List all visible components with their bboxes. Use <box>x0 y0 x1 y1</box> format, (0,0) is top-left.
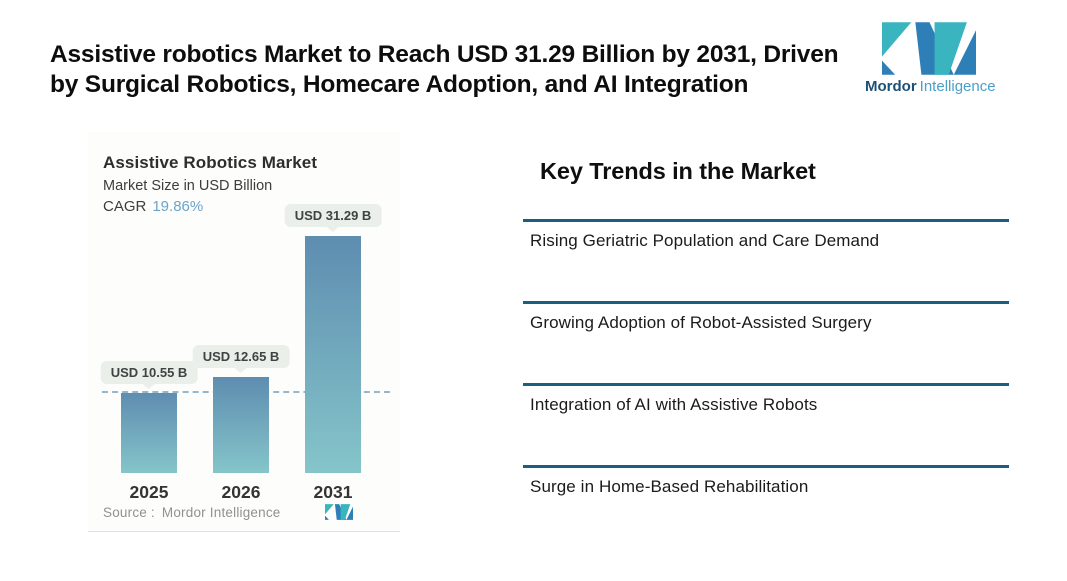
source-value: Mordor Intelligence <box>161 505 281 520</box>
x-axis-label-2031: 2031 <box>313 482 353 502</box>
trend-item-3: Integration of AI with Assistive Robots <box>523 383 1009 465</box>
trends-list: Rising Geriatric Population and Care Dem… <box>523 219 1009 497</box>
callout-pointer-icon <box>327 227 339 232</box>
trend-item-label: Surge in Home-Based Rehabilitation <box>530 477 809 496</box>
page-title-line2: by Surgical Robotics, Homecare Adoption,… <box>50 71 749 98</box>
brand-name-bold: Mordor <box>865 78 917 95</box>
trend-item-4: Surge in Home-Based Rehabilitation <box>523 465 1009 497</box>
trend-item-2: Growing Adoption of Robot-Assisted Surge… <box>523 301 1009 383</box>
bar-value-callout-2025: USD 10.55 B <box>100 361 198 389</box>
bar-2026 <box>213 377 269 473</box>
trend-item-1: Rising Geriatric Population and Care Dem… <box>523 219 1009 301</box>
bar-value-callout-2031: USD 31.29 B <box>284 204 382 232</box>
page-title: Assistive robotics Market to Reach USD 3… <box>50 40 900 100</box>
trends-heading: Key Trends in the Market <box>540 158 816 184</box>
chart-source: Source : Mordor Intelligence <box>103 505 281 520</box>
trend-item-label: Integration of AI with Assistive Robots <box>530 395 818 414</box>
brand-name: Mordor Intelligence <box>865 78 996 95</box>
x-axis-label-2025: 2025 <box>129 482 169 502</box>
bar-value-label: USD 31.29 B <box>294 208 372 223</box>
x-axis-label-2026: 2026 <box>221 482 261 502</box>
bar-value-label: USD 10.55 B <box>110 365 188 380</box>
market-chart-panel: Assistive Robotics Market Market Size in… <box>88 132 400 532</box>
cagr-label: CAGR <box>103 198 147 215</box>
chart-cagr: CAGR 19.86% <box>103 198 203 215</box>
page-title-line1: Assistive robotics Market to Reach USD 3… <box>50 41 839 68</box>
brand-name-light: Intelligence <box>919 78 996 95</box>
bar-2031 <box>305 236 361 473</box>
bar-value-label: USD 12.65 B <box>202 349 280 364</box>
chart-subtitle: Market Size in USD Billion <box>103 178 273 194</box>
bar-chart: USD 10.55 B USD 12.65 B USD 31.29 B 2025… <box>88 132 400 531</box>
source-mini-logo-icon <box>325 504 353 520</box>
bar-value-callout-2026: USD 12.65 B <box>192 345 290 373</box>
trend-item-label: Rising Geriatric Population and Care Dem… <box>530 231 880 250</box>
chart-title: Assistive Robotics Market <box>103 153 318 172</box>
trend-item-label: Growing Adoption of Robot-Assisted Surge… <box>530 313 872 332</box>
mordor-intelligence-logo-icon <box>882 22 976 75</box>
brand-logo: Mordor Intelligence <box>865 22 996 95</box>
callout-pointer-icon <box>235 368 247 373</box>
cagr-value: 19.86% <box>152 198 204 215</box>
source-label: Source : <box>103 505 155 520</box>
bar-2025 <box>121 393 177 473</box>
callout-pointer-icon <box>143 384 155 389</box>
